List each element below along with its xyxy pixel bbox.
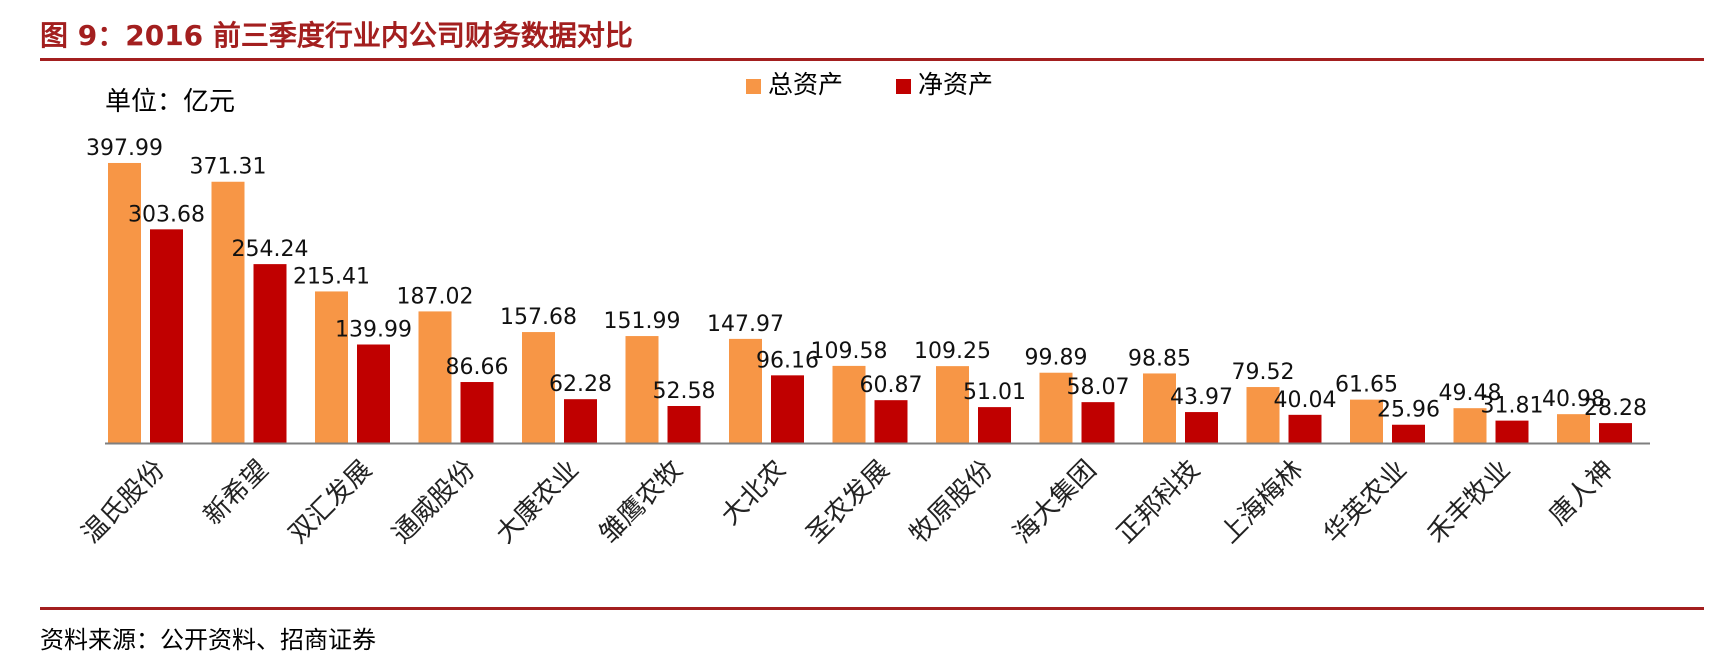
data-label-net-assets-3: 139.99 [335,318,412,343]
category-label-14: 禾丰牧业 [1422,455,1517,550]
bar-net-assets-13 [1392,424,1425,443]
data-label-net-assets-5: 62.28 [549,372,612,397]
bar-net-assets-14 [1495,420,1529,443]
data-label-total-assets-8: 109.58 [811,339,888,364]
data-label-net-assets-11: 43.97 [1170,385,1233,410]
bar-total-assets-6 [625,336,659,443]
data-label-net-assets-4: 86.66 [446,355,509,380]
data-label-net-assets-7: 96.16 [756,348,819,373]
data-label-total-assets-4: 187.02 [397,284,474,309]
title-rule [40,58,1704,61]
category-label-15: 唐人神 [1544,455,1620,531]
bar-net-assets-11 [1185,412,1218,443]
data-label-total-assets-13: 61.65 [1335,373,1398,398]
source-note: 资料来源：公开资料、招商证券 [40,626,376,654]
bar-total-assets-10 [1039,372,1073,443]
bar-total-assets-1 [108,162,141,443]
category-label-13: 华英农业 [1318,455,1413,550]
legend-label-2: 净资产 [918,70,993,99]
bar-total-assets-12 [1246,387,1280,443]
bar-total-assets-13 [1350,399,1383,443]
data-label-net-assets-15: 28.28 [1584,396,1647,421]
footer-rule [40,607,1704,610]
bar-net-assets-2 [253,264,287,443]
bar-total-assets-7 [729,338,762,443]
data-label-total-assets-5: 157.68 [500,305,577,330]
figure-title: 图 9：2016 前三季度行业内公司财务数据对比 [40,19,633,52]
bar-total-assets-4 [418,311,452,443]
data-label-net-assets-8: 60.87 [860,373,923,398]
data-label-total-assets-2: 371.31 [190,155,267,180]
unit-label: 单位：亿元 [105,87,235,117]
data-label-total-assets-9: 109.25 [914,339,991,364]
category-label-2: 新希望 [198,455,274,531]
category-label-6: 雏鹰农牧 [594,455,689,550]
data-label-total-assets-12: 79.52 [1232,360,1295,385]
data-label-total-assets-1: 397.99 [86,136,163,161]
data-label-net-assets-9: 51.01 [963,380,1026,405]
data-label-total-assets-15: 40.98 [1542,387,1605,412]
bar-total-assets-11 [1143,373,1176,443]
data-label-net-assets-6: 52.58 [653,379,716,404]
data-label-net-assets-14: 31.81 [1481,394,1544,419]
legend-swatch-2 [896,79,911,94]
bar-total-assets-3 [315,291,348,443]
category-label-1: 温氏股份 [76,455,171,550]
bar-net-assets-4 [460,382,494,443]
bar-total-assets-2 [211,181,245,443]
bar-net-assets-12 [1288,414,1322,443]
data-label-net-assets-12: 40.04 [1274,388,1337,413]
bar-net-assets-10 [1081,402,1115,443]
data-label-total-assets-6: 151.99 [604,309,681,334]
bar-net-assets-15 [1599,423,1632,443]
legend-swatch-1 [746,79,761,94]
bar-total-assets-14 [1453,408,1487,443]
data-label-net-assets-2: 254.24 [232,237,309,262]
bar-total-assets-8 [832,365,866,443]
bar-net-assets-8 [874,400,908,443]
bar-total-assets-9 [936,366,969,443]
category-label-8: 圣农发展 [801,455,896,550]
category-label-12: 上海梅林 [1215,455,1310,550]
bar-total-assets-15 [1557,414,1590,443]
bar-net-assets-3 [357,344,390,443]
data-label-total-assets-3: 215.41 [293,264,370,289]
category-label-4: 通威股份 [387,455,482,550]
category-label-9: 牧原股份 [904,455,999,550]
data-label-net-assets-1: 303.68 [128,202,205,227]
data-label-total-assets-11: 98.85 [1128,346,1191,371]
data-label-net-assets-10: 58.07 [1067,375,1130,400]
data-label-total-assets-14: 49.48 [1439,381,1502,406]
legend-label-1: 总资产 [768,70,843,99]
category-label-3: 双汇发展 [283,455,378,550]
data-label-net-assets-13: 25.96 [1377,398,1440,423]
bar-net-assets-6 [667,406,701,443]
bar-total-assets-5 [522,332,555,443]
bar-net-assets-5 [564,399,597,443]
bar-chart: 单位：亿元 总资产 净资产 397.99 371.31 215.41 187.02 157.6… [76,70,1650,550]
category-label-7: 大北农 [716,455,792,531]
bar-net-assets-1 [150,229,183,443]
category-label-11: 正邦科技 [1111,455,1206,550]
data-label-total-assets-10: 99.89 [1025,346,1088,371]
category-label-10: 海大集团 [1008,455,1103,550]
category-label-5: 大康农业 [490,455,585,550]
bar-net-assets-7 [771,375,804,443]
bar-net-assets-9 [978,407,1011,443]
data-label-total-assets-7: 147.97 [707,312,784,337]
